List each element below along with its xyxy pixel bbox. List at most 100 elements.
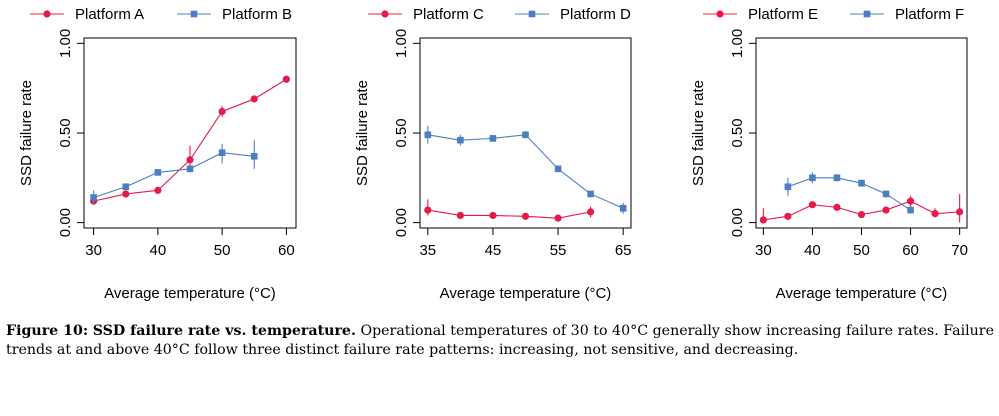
- y-tick-label: 0.50: [729, 118, 746, 147]
- plot-frame: [83, 37, 297, 229]
- data-point: [489, 135, 497, 142]
- series-2: [90, 140, 258, 205]
- x-tick-label: 50: [214, 242, 231, 259]
- data-point: [456, 211, 464, 220]
- y-tick-label: 1.00: [57, 29, 74, 58]
- series-line: [427, 209, 591, 219]
- data-point: [907, 206, 914, 214]
- y-axis-label: SSD failure rate: [18, 80, 35, 186]
- series-2: [784, 172, 914, 214]
- x-tick-label: 45: [485, 242, 502, 259]
- y-tick-label: 1.00: [729, 29, 746, 58]
- data-point: [457, 136, 464, 144]
- data-point: [554, 165, 562, 173]
- data-point: [619, 204, 627, 212]
- data-point: [218, 149, 226, 157]
- data-point: [122, 190, 130, 198]
- data-point: [282, 75, 290, 83]
- x-axis-label: Average temperature (°C): [776, 285, 948, 302]
- x-axis-label: Average temperature (°C): [440, 285, 612, 302]
- legend-marker: [190, 10, 198, 18]
- data-point: [154, 186, 162, 194]
- data-point: [122, 183, 130, 191]
- legend-label: Platform D: [560, 6, 631, 23]
- x-tick-label: 40: [804, 242, 821, 259]
- data-point: [186, 165, 194, 173]
- x-tick-label: 35: [419, 242, 436, 259]
- legend-marker: [528, 10, 536, 18]
- data-point: [218, 107, 226, 116]
- data-point: [808, 201, 817, 209]
- x-tick-label: 50: [853, 242, 870, 259]
- y-tick-label: 0.00: [729, 208, 746, 237]
- x-tick-label: 30: [85, 242, 102, 259]
- x-tick-label: 40: [150, 242, 167, 259]
- data-point: [882, 190, 890, 198]
- caption-title: SSD failure rate vs. temperature.: [92, 323, 356, 339]
- series-1: [90, 75, 290, 205]
- data-point: [522, 131, 529, 139]
- data-point: [956, 208, 964, 216]
- data-point: [833, 203, 841, 211]
- series-1: [424, 199, 595, 222]
- y-axis-label: SSD failure rate: [690, 80, 707, 186]
- x-tick-label: 60: [902, 242, 919, 259]
- legend-label: Platform A: [75, 6, 144, 23]
- plot-frame: [755, 37, 968, 229]
- chart-panel-1: 30 40 50 60 0.00 0.50 1.00 Average temperature …: [18, 6, 297, 302]
- figure-caption: Figure 10: SSD failure rate vs. temperat…: [6, 322, 994, 360]
- caption-label: Figure 10:: [6, 323, 89, 339]
- legend: Platform A Platform B: [30, 6, 292, 23]
- y-axis-label: SSD failure rate: [354, 80, 371, 186]
- data-point: [906, 197, 915, 205]
- chart-panel-2: 35 45 55 65 0.00 0.50 1.00 Average temperature …: [354, 6, 632, 302]
- data-point: [784, 183, 792, 191]
- data-point: [931, 210, 939, 218]
- y-tick-label: 0.50: [57, 118, 74, 147]
- data-point: [186, 156, 194, 164]
- legend-marker: [863, 10, 871, 18]
- y-tick-label: 1.00: [393, 29, 410, 58]
- legend-label: Platform C: [413, 6, 484, 23]
- x-tick-label: 70: [951, 242, 968, 259]
- data-point: [587, 190, 594, 198]
- legend-label: Platform B: [222, 6, 292, 23]
- series-line: [427, 134, 624, 209]
- x-tick-label: 60: [278, 242, 295, 259]
- data-point: [882, 206, 890, 214]
- data-point: [759, 216, 767, 224]
- caption-body: Operational temperatures of 30 to 40°C g…: [6, 323, 994, 358]
- data-point: [250, 153, 258, 160]
- data-point: [250, 95, 258, 103]
- data-point: [154, 169, 162, 176]
- legend-marker: [43, 10, 51, 18]
- x-tick-label: 30: [755, 242, 772, 259]
- chart-panel-3: 30 40 50 60 70 0.00 0.50 1.00 Average temperatur…: [690, 6, 968, 302]
- x-tick-label: 55: [550, 242, 567, 259]
- series-1: [759, 193, 964, 224]
- series-line: [93, 152, 255, 199]
- data-point: [424, 206, 432, 214]
- figure-panels: 30 40 50 60 0.00 0.50 1.00 Average temperature …: [18, 6, 968, 302]
- data-point: [424, 131, 432, 139]
- data-point: [858, 179, 865, 187]
- y-tick-label: 0.50: [393, 118, 410, 147]
- y-tick-label: 0.00: [57, 208, 74, 237]
- legend: Platform E Platform F: [703, 6, 964, 23]
- legend-marker: [381, 10, 389, 18]
- y-tick-label: 0.00: [393, 208, 410, 237]
- x-axis-label: Average temperature (°C): [104, 285, 276, 302]
- series-line: [787, 177, 911, 211]
- data-point: [489, 211, 497, 220]
- series-2: [424, 125, 627, 214]
- data-point: [784, 212, 792, 220]
- data-point: [587, 208, 595, 216]
- data-point: [857, 210, 866, 219]
- data-point: [90, 194, 97, 201]
- data-point: [521, 212, 530, 220]
- legend-label: Platform E: [748, 6, 818, 23]
- data-point: [833, 174, 841, 182]
- legend-marker: [716, 10, 724, 18]
- legend: Platform C Platform D: [368, 6, 631, 23]
- data-point: [809, 174, 816, 182]
